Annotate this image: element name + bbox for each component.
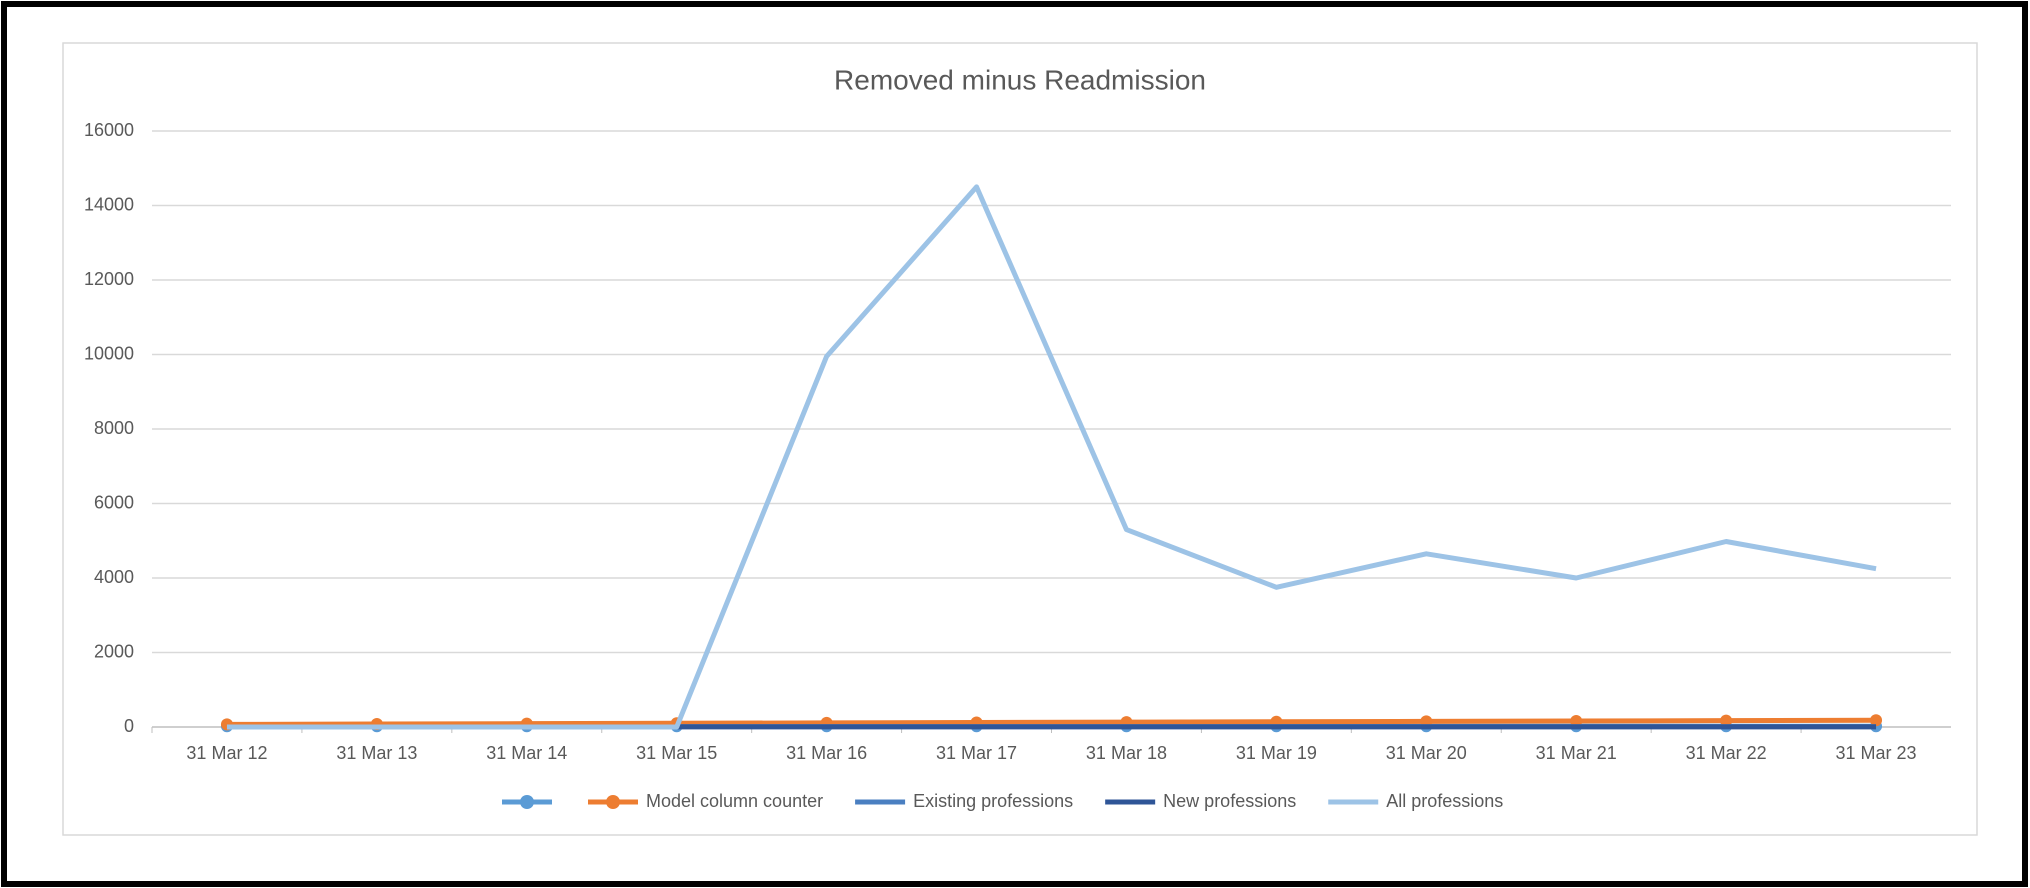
legend-label: Existing professions bbox=[913, 791, 1073, 811]
x-tick-label: 31 Mar 14 bbox=[486, 743, 567, 763]
y-tick-label: 0 bbox=[124, 716, 134, 736]
y-tick-label: 16000 bbox=[84, 120, 134, 140]
y-tick-label: 10000 bbox=[84, 343, 134, 363]
x-tick-label: 31 Mar 18 bbox=[1086, 743, 1167, 763]
x-tick-label: 31 Mar 13 bbox=[336, 743, 417, 763]
legend-label: Model column counter bbox=[646, 791, 823, 811]
y-tick-label: 14000 bbox=[84, 194, 134, 214]
legend-label: All professions bbox=[1386, 791, 1503, 811]
x-tick-label: 31 Mar 19 bbox=[1236, 743, 1317, 763]
x-tick-label: 31 Mar 16 bbox=[786, 743, 867, 763]
x-tick-label: 31 Mar 17 bbox=[936, 743, 1017, 763]
x-tick-label: 31 Mar 15 bbox=[636, 743, 717, 763]
chart-area bbox=[62, 42, 1978, 836]
legend-marker bbox=[520, 795, 534, 809]
series-line bbox=[226, 184, 1877, 730]
legend-label: New professions bbox=[1163, 791, 1296, 811]
series-line bbox=[226, 717, 1877, 727]
legend-marker bbox=[606, 795, 620, 809]
chart-title: Removed minus Readmission bbox=[834, 64, 1206, 95]
y-tick-label: 8000 bbox=[94, 418, 134, 438]
series-marker bbox=[1870, 714, 1883, 727]
x-tick-label: 31 Mar 12 bbox=[186, 743, 267, 763]
y-tick-label: 2000 bbox=[94, 641, 134, 661]
y-tick-label: 6000 bbox=[94, 492, 134, 512]
x-tick-label: 31 Mar 21 bbox=[1536, 743, 1617, 763]
x-tick-label: 31 Mar 22 bbox=[1686, 743, 1767, 763]
y-tick-label: 4000 bbox=[94, 567, 134, 587]
series-marker bbox=[1720, 714, 1733, 727]
x-tick-label: 31 Mar 23 bbox=[1836, 743, 1917, 763]
x-tick-label: 31 Mar 20 bbox=[1386, 743, 1467, 763]
series-marker bbox=[1570, 715, 1583, 728]
y-tick-label: 12000 bbox=[84, 269, 134, 289]
